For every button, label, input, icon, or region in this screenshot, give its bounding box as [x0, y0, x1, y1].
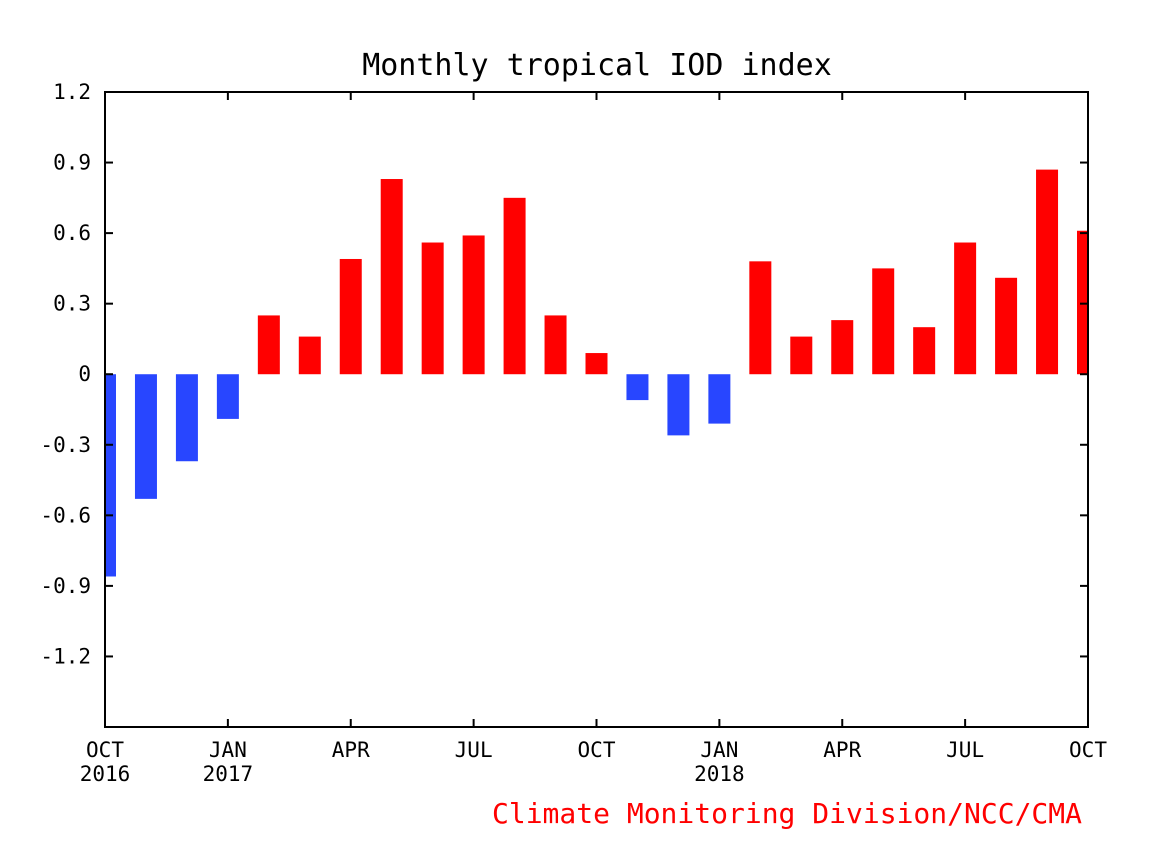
bar-apr-2018 [831, 320, 854, 375]
y-tick-label: -1.2 [40, 644, 91, 668]
bar-jun-2018 [913, 327, 936, 375]
x-tick-label-month: OCT [578, 738, 616, 762]
bar-may-2017 [380, 179, 403, 375]
bar-aug-2017 [503, 197, 526, 375]
x-tick-label-month: APR [823, 738, 861, 762]
bar-oct-2017 [585, 353, 608, 375]
bar-feb-2017 [257, 315, 280, 375]
y-tick-label: 0.3 [53, 292, 91, 316]
bar-may-2018 [872, 268, 895, 375]
bar-dec-2016 [175, 374, 198, 462]
bar-nov-2016 [134, 374, 157, 499]
bars-layer [105, 169, 1088, 577]
bar-mar-2017 [298, 336, 321, 375]
y-tick-label: -0.9 [40, 574, 91, 598]
bar-sep-2017 [544, 315, 567, 375]
bar-jul-2018 [954, 242, 977, 375]
x-tick-label-month: APR [332, 738, 370, 762]
credit-label: Climate Monitoring Division/NCC/CMA [492, 797, 1082, 830]
x-tick-label-year: 2016 [80, 762, 131, 786]
y-axis: 1.2 0.9 0.6 0.3 0 -0.3 -0.6 -0.9 -1.2 [40, 80, 1088, 668]
y-tick-label: -0.6 [40, 503, 91, 527]
x-tick-label-month: JAN [209, 738, 247, 762]
x-tick-label-year: 2018 [694, 762, 745, 786]
chart-title: Monthly tropical IOD index [362, 48, 832, 83]
bar-jun-2017 [421, 242, 444, 375]
y-tick-label: 0 [78, 362, 91, 386]
x-tick-label-month: OCT [1069, 738, 1107, 762]
bar-nov-2017 [626, 374, 649, 401]
x-tick-label-month: JUL [455, 738, 493, 762]
plot-frame [104, 91, 1089, 728]
bar-jul-2017 [462, 235, 485, 375]
bar-jan-2017 [216, 374, 239, 419]
bar-mar-2018 [790, 336, 813, 375]
x-tick-label-month: JUL [946, 738, 984, 762]
bar-jan-2018 [708, 374, 731, 424]
bar-aug-2018 [995, 277, 1018, 375]
y-tick-label: 1.2 [53, 80, 91, 104]
x-tick-label-year: 2017 [203, 762, 254, 786]
bar-oct-2016 [105, 374, 116, 577]
bar-oct-2018 [1077, 230, 1088, 375]
bar-apr-2017 [339, 258, 362, 375]
y-tick-label: 0.9 [53, 151, 91, 175]
y-tick-label: -0.3 [40, 433, 91, 457]
bar-feb-2018 [749, 261, 772, 375]
x-tick-label-month: OCT [86, 738, 124, 762]
x-tick-label-month: JAN [700, 738, 738, 762]
y-tick-label: 0.6 [53, 221, 91, 245]
bar-sep-2018 [1036, 169, 1059, 375]
bar-dec-2017 [667, 374, 690, 436]
